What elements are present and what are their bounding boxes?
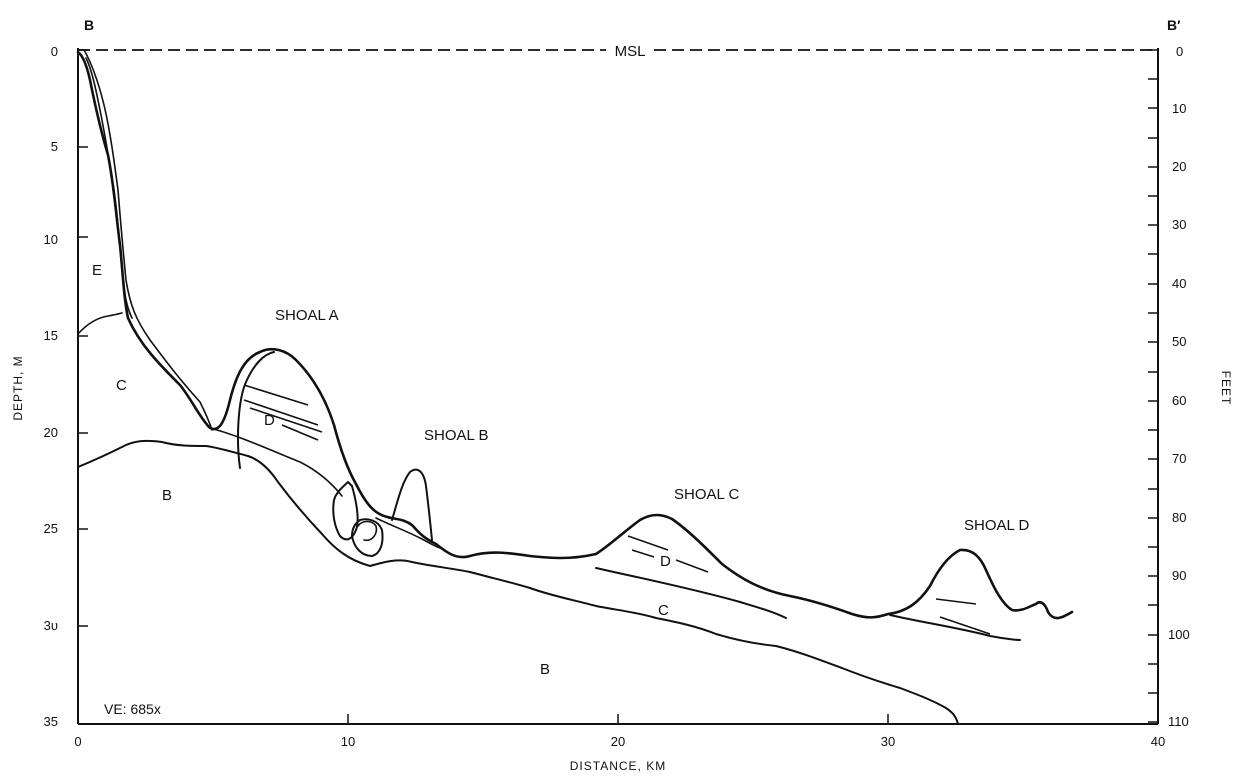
shoal-b-knob [332, 481, 359, 541]
bottom-tick-label: 20 [611, 734, 625, 749]
bottom-axis-title: DISTANCE, KM [570, 759, 666, 773]
boundary-c-top [83, 49, 213, 431]
nearshore-inner-line [85, 57, 133, 319]
section-start-label: B [84, 17, 94, 33]
unit-c-slope [209, 427, 343, 497]
shoal-label-c: SHOAL C [674, 486, 739, 503]
left-tick-label: 5 [51, 139, 58, 154]
unit-e-base [77, 312, 123, 335]
unit-label-d: D [264, 412, 275, 429]
shoal-b-lens [351, 518, 384, 557]
right-tick-label: 60 [1172, 393, 1186, 408]
unit-b-top [77, 439, 959, 725]
shoal-a-outline [237, 351, 275, 469]
shoal-b-slope [375, 517, 441, 549]
stratigraphy [76, 49, 1074, 725]
bottom-tick-label: 40 [1151, 734, 1165, 749]
left-tick-label: 25 [44, 521, 58, 536]
vertical-exaggeration-label: VE: 685x [104, 701, 161, 717]
right-tick-label: 50 [1172, 334, 1186, 349]
left-tick-label: 10 [44, 232, 58, 247]
unit-label-b: B [162, 487, 172, 504]
left-tick-label: 15 [44, 328, 58, 343]
shoal-d-base [889, 614, 1021, 641]
right-tick-label: 80 [1172, 510, 1186, 525]
right-tick-label: 0 [1176, 44, 1183, 59]
shoal-b-peak [391, 468, 433, 541]
right-tick-label: 70 [1172, 451, 1186, 466]
bottom-tick-label: 30 [881, 734, 895, 749]
left-tick-label: 35 [44, 714, 58, 729]
bottom-tick-label: 10 [341, 734, 355, 749]
left-tick-label: 0 [51, 44, 58, 59]
seafloor-profile [76, 50, 1074, 620]
right-tick-label: 110 [1168, 714, 1189, 729]
right-axis-title: FEET [1219, 371, 1233, 406]
unit-label-c: C [116, 377, 127, 394]
left-axis-title: DEPTH, M [11, 355, 25, 420]
shoal-c-base [595, 567, 787, 619]
left-axis: 0 5 10 15 20 25 3υ 35 [44, 44, 88, 729]
shoal-b-lens-inner [357, 520, 378, 542]
shoal-label-d: SHOAL D [964, 517, 1029, 534]
unit-label-b: B [540, 661, 550, 678]
right-tick-label: 100 [1168, 627, 1190, 642]
left-tick-label: 20 [44, 425, 58, 440]
shoal-label-a: SHOAL A [275, 307, 339, 324]
unit-label-c: C [658, 602, 669, 619]
right-tick-label: 40 [1172, 276, 1186, 291]
right-axis: 0 10 20 30 40 50 60 70 80 90 100 110 [1148, 44, 1190, 729]
section-end-label: B′ [1167, 17, 1181, 33]
right-tick-label: 30 [1172, 217, 1186, 232]
right-tick-label: 90 [1172, 568, 1186, 583]
left-tick-label: 3υ [44, 618, 58, 633]
right-tick-label: 10 [1172, 101, 1186, 116]
shoal-label-b: SHOAL B [424, 427, 488, 444]
msl-label: MSL [615, 43, 646, 60]
unit-d-bedding [243, 384, 991, 635]
plot-frame [77, 48, 1159, 725]
right-tick-label: 20 [1172, 159, 1186, 174]
bottom-axis: 0 10 20 30 40 [74, 714, 1165, 749]
unit-label-e: E [92, 262, 102, 279]
unit-label-d: D [660, 553, 671, 570]
bottom-tick-label: 0 [74, 734, 81, 749]
